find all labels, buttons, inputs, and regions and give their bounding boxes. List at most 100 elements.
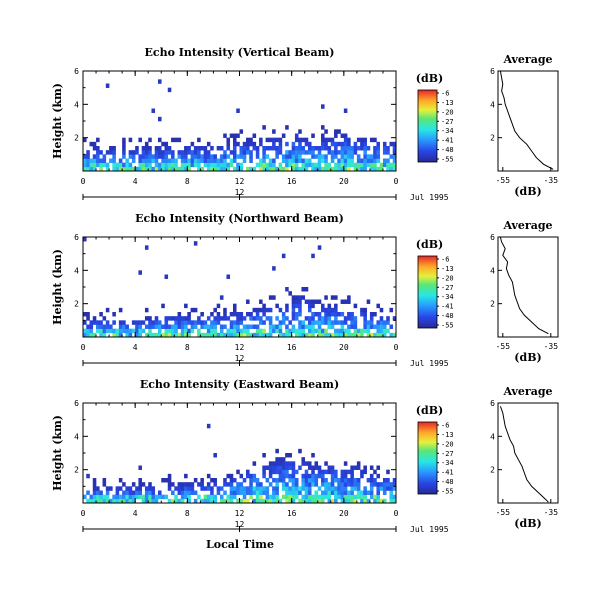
heatmap-cell (102, 332, 107, 338)
heatmap-cell (343, 320, 348, 325)
heatmap-cell (298, 320, 302, 325)
heatmap-cell (327, 494, 332, 500)
heatmap-cell (288, 453, 292, 458)
heatmap-cell (288, 154, 292, 159)
heatmap-cell (324, 332, 328, 338)
heatmap-cell (340, 469, 345, 475)
heatmap-cell (356, 154, 361, 159)
heatmap-cell (135, 494, 139, 500)
heatmap-cell (294, 328, 299, 334)
heatmap-cell (343, 498, 348, 504)
heatmap-cell (376, 498, 380, 504)
heatmap-cell (360, 158, 364, 163)
heatmap-cell (105, 162, 110, 168)
heatmap-cell (122, 141, 126, 147)
heatmap-cell (112, 332, 116, 338)
heatmap-cell (288, 332, 292, 338)
heatmap-cell (298, 328, 302, 334)
heatmap-cell (373, 162, 377, 168)
heatmap-cell (321, 125, 325, 130)
heatmap-cell (285, 473, 289, 479)
heatmap-cell (373, 158, 377, 163)
heatmap-cell (360, 162, 364, 168)
heatmap-cell (376, 332, 380, 338)
heatmap-cell (154, 332, 159, 338)
heatmap-cell (232, 478, 237, 483)
heatmap-cell (216, 158, 221, 163)
heatmap-cell (206, 498, 211, 504)
heatmap-cell (291, 490, 296, 495)
heatmap-cell (236, 141, 240, 147)
panel-title: Echo Intensity (Eastward Beam) (140, 378, 339, 391)
heatmap-cell (180, 332, 185, 338)
heatmap-cell (187, 316, 191, 321)
heatmap-cell (232, 312, 237, 317)
heatmap-cell (285, 307, 289, 313)
heatmap-cell (259, 486, 263, 491)
heatmap-cell (242, 490, 247, 495)
heatmap-cell (180, 158, 185, 163)
heatmap-cell (112, 328, 116, 334)
average-frame (497, 402, 559, 504)
heatmap-cell (285, 162, 289, 168)
heatmap-cell (177, 312, 182, 317)
heatmap-cell (360, 137, 364, 143)
heatmap-cell (135, 328, 139, 334)
heatmap-cell (128, 137, 133, 143)
heatmap-cell (278, 469, 283, 475)
heatmap-cell (164, 328, 169, 334)
heatmap-cell (304, 486, 309, 491)
heatmap-cell (301, 332, 306, 338)
heatmap-cell (307, 307, 312, 313)
heatmap-cell (311, 166, 315, 172)
colorbar (417, 255, 438, 329)
heatmap-cell (275, 316, 279, 321)
heatmap-cell (200, 158, 204, 163)
heatmap-cell (89, 332, 94, 338)
heatmap-cell (337, 312, 341, 317)
heatmap-cell (334, 303, 338, 309)
heatmap-cell (272, 486, 276, 491)
heatmap-cell (363, 328, 367, 334)
date-label: Jul 1995 (410, 525, 449, 534)
heatmap-cell (96, 150, 100, 155)
heatmap-cell (109, 150, 113, 155)
y-tick-label: 4 (74, 266, 79, 275)
heatmap-cell (272, 266, 276, 271)
heatmap-cell (272, 461, 276, 466)
heatmap-cell (288, 328, 292, 334)
heatmap-cell (353, 141, 358, 147)
heatmap-cell (275, 154, 279, 159)
heatmap-cell (330, 498, 335, 504)
y-tick-label: 4 (74, 100, 79, 109)
heatmap-cell (223, 158, 227, 163)
heatmap-cell (311, 478, 315, 483)
heatmap-cell (324, 158, 328, 163)
heatmap-cell (226, 154, 231, 159)
heatmap-cell (317, 324, 322, 329)
heatmap-cell (148, 150, 152, 155)
heatmap-cell (285, 154, 289, 159)
heatmap-cell (317, 494, 322, 500)
heatmap-cell (281, 320, 286, 325)
heatmap-cell (288, 473, 292, 479)
heatmap-cell (347, 332, 351, 338)
heatmap-cell (167, 328, 172, 334)
heatmap-cell (249, 473, 253, 479)
heatmap-cell (327, 146, 332, 151)
heatmap-cell (86, 150, 90, 155)
heatmap-cell (304, 166, 309, 172)
heatmap-cell (291, 307, 296, 313)
heatmap-cell (301, 457, 306, 462)
heatmap-cell (343, 162, 348, 168)
heatmap-cell (96, 158, 100, 163)
heatmap-cell (96, 486, 100, 491)
heatmap-cell (177, 324, 182, 329)
heatmap-cell (102, 328, 107, 334)
heatmap-cell (304, 162, 309, 168)
heatmap-cell (148, 328, 152, 334)
heatmap-cell (291, 141, 296, 147)
heatmap-cell (118, 166, 123, 172)
heatmap-cell (272, 328, 276, 334)
heatmap-cell (239, 316, 244, 321)
